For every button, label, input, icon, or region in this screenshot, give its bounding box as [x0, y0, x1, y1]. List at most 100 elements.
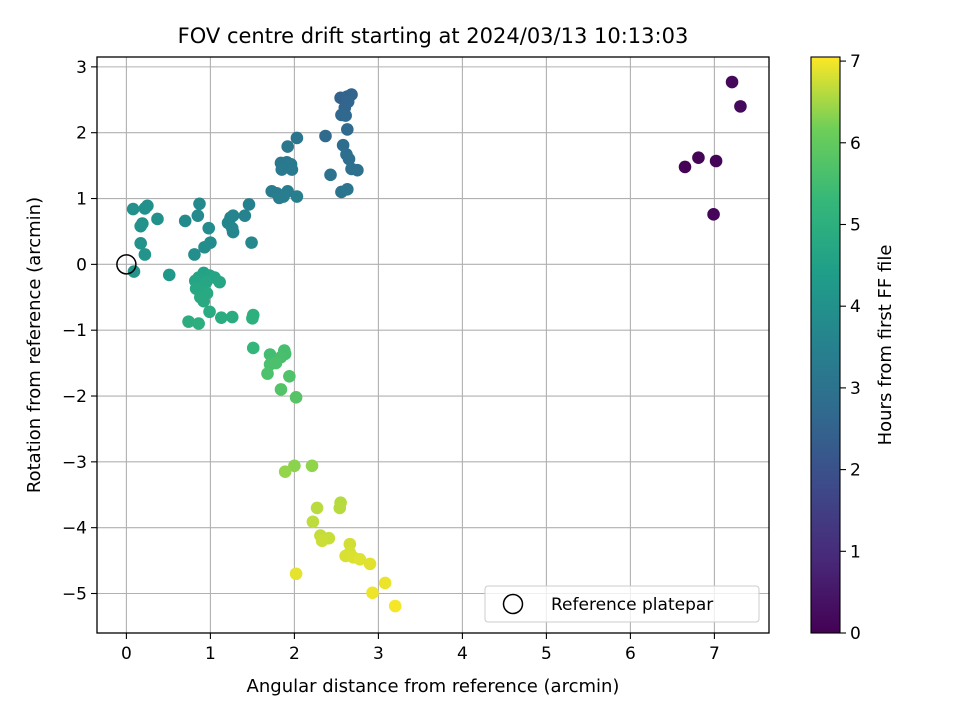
data-point [305, 459, 319, 473]
data-point [192, 317, 205, 330]
data-point [351, 163, 364, 177]
data-point [288, 459, 301, 473]
legend-label: Reference platepar [551, 595, 713, 615]
data-point [182, 315, 195, 328]
data-point [274, 383, 288, 396]
data-point [138, 248, 152, 261]
colorbar-ticks: 0 1 2 3 4 5 6 7 [840, 52, 861, 644]
colorbar-tick-label: 1 [850, 542, 861, 562]
data-point [285, 163, 299, 176]
data-point [363, 557, 377, 571]
y-tick-label: 0 [76, 255, 87, 275]
data-point [269, 356, 283, 370]
grid [97, 57, 769, 633]
data-point [324, 168, 337, 182]
data-point [246, 341, 260, 355]
data-point [213, 275, 226, 289]
data-point [242, 198, 256, 211]
data-point [151, 212, 164, 226]
data-point [126, 202, 140, 216]
data-point [188, 248, 201, 261]
data-point [281, 140, 294, 153]
y-tick-label: −4 [62, 519, 87, 539]
y-tick-label: −1 [62, 321, 87, 341]
data-point [709, 154, 723, 168]
data-point [341, 123, 354, 136]
data-point [245, 236, 258, 249]
data-point [678, 160, 692, 174]
y-axis-ticks: −5 −4 −3 −2 −1 0 1 2 3 [62, 58, 97, 605]
y-tick-label: −5 [62, 585, 87, 605]
data-point [261, 367, 274, 380]
x-axis-label: Angular distance from reference (arcmin) [247, 676, 620, 697]
data-point [315, 534, 329, 548]
data-point [275, 163, 289, 176]
reference-marker [116, 254, 137, 275]
data-point [246, 312, 259, 325]
data-point [289, 391, 303, 404]
data-point [203, 305, 216, 319]
x-axis-ticks: 0 1 2 3 4 5 6 7 [121, 633, 720, 664]
data-point [310, 501, 324, 515]
colorbar-tick-label: 0 [850, 624, 861, 644]
colorbar-tick-label: 7 [850, 52, 861, 72]
data-point [141, 199, 154, 213]
data-point [178, 214, 192, 228]
data-point [238, 209, 252, 222]
colorbar-tick-label: 3 [850, 379, 861, 399]
data-point [366, 586, 379, 600]
data-point [198, 240, 211, 254]
y-tick-label: 1 [76, 190, 87, 210]
x-tick-label: 3 [373, 644, 384, 664]
data-points [126, 75, 747, 613]
y-tick-label: −2 [62, 387, 87, 407]
colorbar-tick-label: 6 [850, 134, 861, 154]
x-tick-label: 6 [625, 644, 636, 664]
x-tick-label: 1 [205, 644, 216, 664]
data-point [289, 567, 303, 581]
data-point [341, 95, 355, 109]
data-point [193, 197, 206, 211]
y-tick-label: 2 [76, 124, 87, 144]
colorbar-label: Hours from first FF file [875, 245, 896, 446]
data-point [278, 465, 292, 479]
data-point [290, 131, 304, 145]
chart-title: FOV centre drift starting at 2024/03/13 … [178, 24, 689, 48]
data-point [378, 576, 392, 590]
data-point [306, 515, 320, 529]
plot-frame [96, 56, 770, 634]
legend-marker [502, 593, 524, 615]
data-point [226, 225, 240, 239]
colorbar-tick-label: 4 [850, 297, 861, 317]
legend-box [484, 585, 760, 623]
data-point [197, 294, 210, 308]
data-point [353, 552, 367, 566]
data-point [127, 265, 141, 278]
data-point [342, 152, 356, 166]
data-point [290, 190, 304, 203]
colorbar: 0 1 2 3 4 5 6 7 Hours from first FF file [810, 52, 896, 644]
x-tick-label: 7 [709, 644, 720, 664]
y-axis-label: Rotation from reference (arcmin) [24, 197, 45, 493]
data-point [692, 151, 705, 165]
y-tick-label: 3 [76, 58, 87, 78]
x-tick-label: 2 [289, 644, 300, 664]
data-point [734, 100, 747, 113]
x-tick-label: 5 [541, 644, 552, 664]
data-point [341, 183, 354, 196]
data-point [319, 129, 332, 143]
colorbar-tick-label: 2 [850, 461, 861, 481]
data-point [388, 599, 402, 613]
data-point [191, 209, 205, 222]
data-point [215, 311, 228, 324]
data-point [225, 310, 239, 324]
x-tick-label: 0 [121, 644, 132, 664]
data-point [162, 268, 176, 282]
legend: Reference platepar [484, 585, 760, 623]
colorbar-gradient [811, 57, 840, 633]
data-point [707, 208, 720, 221]
data-point [339, 109, 352, 122]
y-tick-label: −3 [62, 453, 87, 473]
x-tick-label: 4 [457, 644, 468, 664]
